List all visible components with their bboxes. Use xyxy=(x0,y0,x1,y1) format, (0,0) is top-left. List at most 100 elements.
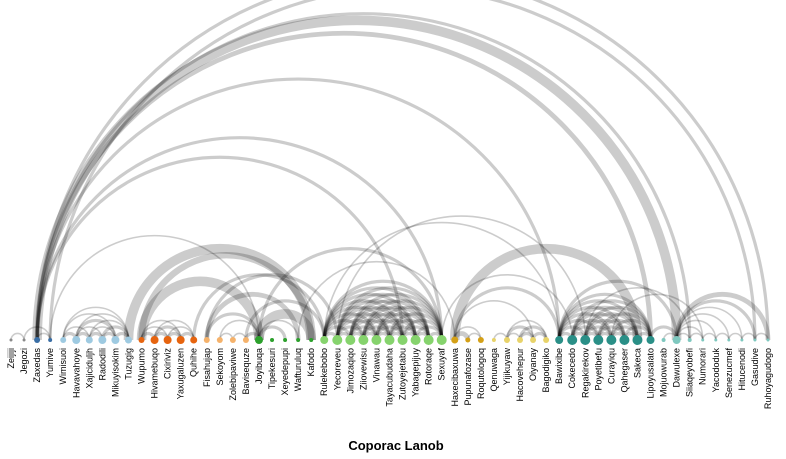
link-arc xyxy=(23,326,51,341)
node-sexuyaf xyxy=(436,335,447,345)
link-arc xyxy=(557,312,613,341)
node-label: Mojuowurab xyxy=(659,348,669,397)
link-arc xyxy=(374,305,444,341)
node-yijikuyaw xyxy=(503,337,510,343)
link-arc xyxy=(557,318,600,341)
node-wafturuluq xyxy=(296,338,301,342)
node-label: Dawulexe xyxy=(672,348,682,388)
link-arc xyxy=(610,293,704,341)
link-arc xyxy=(583,312,640,341)
link-arc xyxy=(254,309,316,341)
link-arc xyxy=(152,325,183,341)
node-tuzugig xyxy=(124,336,132,344)
link-arc xyxy=(505,325,535,341)
link-arc xyxy=(688,332,704,341)
node-label: Zeijiji xyxy=(6,348,16,369)
node-label: Sexuyaf xyxy=(437,348,447,381)
link-arc xyxy=(322,318,365,341)
link-arc xyxy=(675,313,730,341)
node-pupunafozase xyxy=(465,337,471,343)
link-arc xyxy=(557,279,679,341)
link-arc xyxy=(62,313,117,341)
node-gasudive xyxy=(753,338,757,342)
node-label: Mikuyisokim xyxy=(110,348,120,397)
link-arc xyxy=(741,332,756,341)
node-kafodo xyxy=(309,338,314,342)
node-joyibuqa xyxy=(254,336,263,344)
link-arc xyxy=(35,12,692,341)
node-label: Gasudive xyxy=(750,348,760,386)
link-arc xyxy=(348,299,431,341)
link-arc xyxy=(153,319,195,341)
diagram-title: Coporac Lanob xyxy=(348,438,443,453)
link-arc xyxy=(449,244,643,341)
node-zaxedas xyxy=(34,337,41,343)
node-label: Haxecibaxuwa xyxy=(450,348,460,407)
node-sekoyom xyxy=(216,337,223,343)
node-qenuwaga xyxy=(491,338,496,342)
node-label: Tuzugig xyxy=(123,348,133,380)
link-arc xyxy=(583,318,627,341)
node-label: Quhihe xyxy=(189,348,199,377)
link-arc xyxy=(714,332,730,341)
node-yabagepijuy xyxy=(410,335,421,345)
link-arc xyxy=(596,318,640,341)
link-arc xyxy=(322,299,405,341)
node-rotoraqe xyxy=(423,335,434,345)
node-cokecedo xyxy=(567,335,578,345)
link-arc xyxy=(348,292,444,341)
node-bawixibe xyxy=(555,336,564,344)
link-arc xyxy=(506,319,547,341)
link-arc xyxy=(335,305,405,341)
labels-layer: Zeijiji Jegozi Zaxedas Yumive Wimisuoi Havava… xyxy=(6,348,773,410)
link-arc xyxy=(335,299,418,341)
link-arc xyxy=(335,318,379,341)
node-label: Xeyedepupi xyxy=(280,348,290,396)
link-arc xyxy=(88,319,130,341)
link-arc xyxy=(322,286,431,341)
node-ziiovewisu xyxy=(358,335,369,345)
node-label: Kafodo xyxy=(306,348,316,377)
node-label: Tipekesuri xyxy=(267,348,277,389)
link-arc xyxy=(204,291,301,341)
node-label: Xajiciduljh xyxy=(84,348,94,389)
link-arc xyxy=(62,326,91,341)
links-layer xyxy=(10,0,771,341)
node-curayiqu xyxy=(606,335,617,345)
link-arc xyxy=(374,312,431,341)
node-quhihe xyxy=(190,336,198,344)
node-label: Yabagepijuy xyxy=(411,348,421,397)
link-arc xyxy=(387,318,431,341)
link-arc xyxy=(675,326,704,341)
link-arc xyxy=(323,222,560,341)
node-label: Radodili xyxy=(97,348,107,381)
node-rulekebobo xyxy=(320,336,329,344)
node-yacododuk xyxy=(714,338,718,342)
node-label: Qenuwaga xyxy=(489,348,499,392)
link-arc xyxy=(74,318,118,341)
node-label: Jegozi xyxy=(19,348,29,374)
node-regakirekov xyxy=(580,335,591,345)
node-xajiciduljh xyxy=(85,336,93,344)
node-label: Ruhoyagudogo xyxy=(763,348,773,409)
link-arc xyxy=(244,299,326,341)
node-label: Joyibuqa xyxy=(254,348,264,384)
node-bavisequze xyxy=(242,337,249,343)
node-label: Fisahujap xyxy=(202,348,212,387)
link-arc xyxy=(335,312,392,341)
link-arc xyxy=(140,326,169,341)
node-label: Yaxugaluzen xyxy=(176,348,186,399)
link-arc xyxy=(138,252,315,341)
node-hivamebuqo xyxy=(150,336,159,344)
node-hacovehepur xyxy=(517,337,524,343)
node-label: Zutoyejetabu xyxy=(398,348,408,400)
node-label: Cixiriviz xyxy=(163,348,173,379)
link-arc xyxy=(322,292,418,341)
link-arc xyxy=(400,318,444,341)
link-arc xyxy=(518,325,548,341)
node-bagodigiko xyxy=(543,337,550,343)
link-arc xyxy=(453,286,561,341)
node-label: Numorari xyxy=(698,348,708,385)
